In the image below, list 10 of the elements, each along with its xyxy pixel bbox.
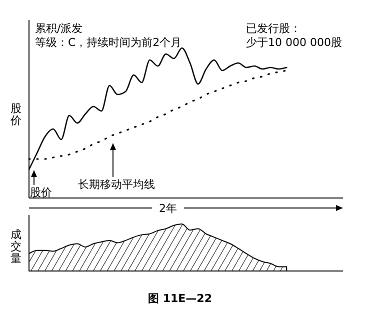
annotation: 等级：C，持续时间为前2个月 [35,36,182,49]
annotation: 长期移动平均线 [78,178,155,191]
y-axis-title: 股价 [30,186,52,199]
y-axis-title: 成交量 [10,228,22,265]
annotation: 少于10 000 000股 [246,36,342,49]
text: 累积/派发 [35,22,83,35]
text: 股价 [10,102,22,127]
x-axis-title: 2年 [159,202,177,215]
text: 已发行股： [246,22,301,35]
caption: 图 11E—22 [148,292,212,305]
